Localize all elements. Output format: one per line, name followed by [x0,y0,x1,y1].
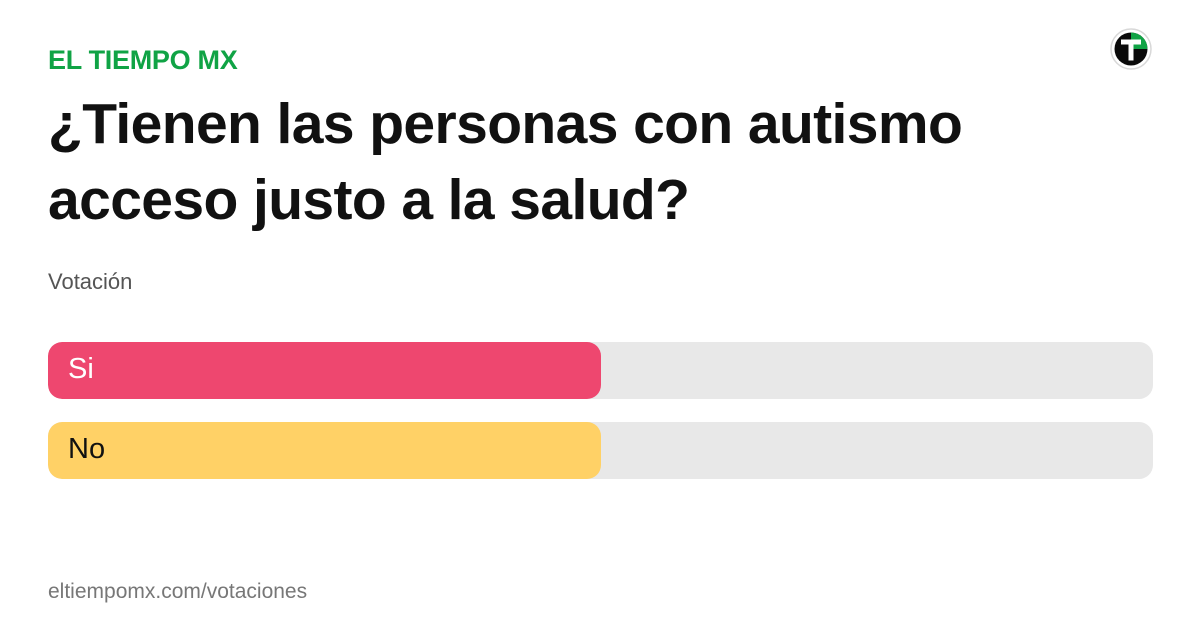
poll-options: Si No [48,342,1153,502]
el-tiempo-t-logo-icon [1110,28,1152,70]
brand-name: EL TIEMPO MX [48,45,238,75]
poll-option-si[interactable]: Si [48,342,1153,399]
poll-subtitle: Votación [48,269,133,294]
poll-option-si-label: Si [68,353,94,385]
poll-option-no-label: No [68,433,106,465]
poll-option-si-bar [48,342,601,399]
footer-url-link[interactable]: eltiempomx.com/votaciones [48,580,308,603]
poll-option-no[interactable]: No [48,422,1153,479]
poll-title: ¿Tienen las personas con autismo acceso … [48,92,963,232]
poll-option-no-bar [48,422,601,479]
